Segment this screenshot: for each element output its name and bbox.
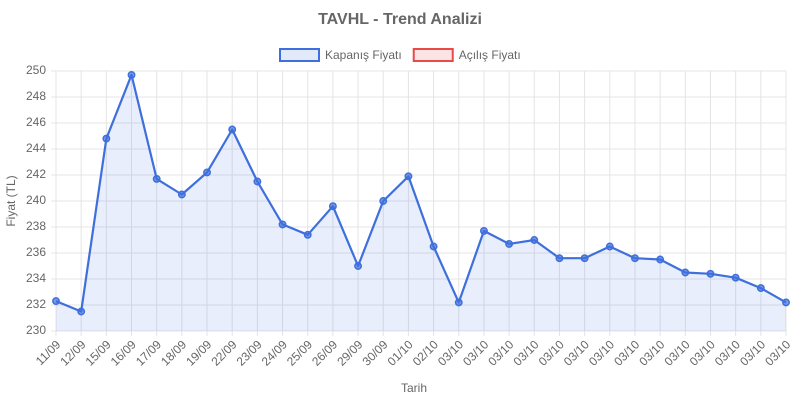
legend-label: Açılış Fiyatı (459, 48, 521, 62)
legend-swatch (279, 48, 320, 62)
point (328, 202, 337, 211)
x-tick-label: 12/09 (57, 337, 88, 368)
point (203, 168, 211, 177)
x-tick-label: 22/09 (208, 337, 239, 368)
legend-swatch (412, 48, 454, 62)
point (756, 284, 765, 293)
point (631, 254, 639, 263)
point (656, 255, 665, 264)
y-tick-label: 250 (26, 63, 46, 77)
point (580, 254, 589, 263)
area (56, 74, 786, 332)
x-tick-label: 18/09 (158, 337, 189, 368)
x-tick-label: 03/10 (561, 337, 592, 368)
point (429, 242, 438, 251)
point (379, 197, 388, 205)
y-tick-label: 240 (26, 193, 46, 207)
y-tick-label: 248 (26, 89, 46, 103)
y-tick-label: 232 (26, 297, 46, 311)
y-tick-label: 244 (26, 141, 46, 155)
x-tick-label: 03/10 (586, 337, 617, 368)
x-tick-label: 02/10 (410, 337, 441, 368)
point (605, 242, 614, 251)
x-tick-label: 15/09 (83, 337, 114, 368)
x-tick-label: 03/10 (687, 337, 718, 368)
chart-title: TAVHL - Trend Analizi (318, 11, 482, 28)
x-tick-label: 30/09 (359, 337, 390, 368)
x-tick-label: 01/10 (385, 337, 416, 368)
point (731, 273, 740, 282)
point (454, 298, 463, 307)
x-tick-label: 19/09 (183, 337, 214, 368)
x-tick-label: 03/10 (611, 337, 642, 368)
point (152, 174, 161, 183)
y-tick-label: 230 (26, 323, 46, 337)
x-tick-label: 17/09 (133, 337, 164, 368)
y-tick-label: 238 (26, 219, 46, 233)
x-tick-label: 03/10 (511, 337, 542, 368)
x-tick-label: 03/10 (636, 337, 667, 368)
point (706, 269, 715, 278)
point (228, 125, 237, 134)
x-tick-label: 26/09 (309, 337, 340, 368)
legend-label: Kapanış Fiyatı (325, 48, 402, 62)
point (782, 298, 790, 307)
x-tick-label: 03/10 (737, 337, 768, 368)
point (127, 70, 136, 79)
point (177, 190, 186, 199)
point (354, 262, 363, 270)
point (505, 239, 514, 248)
x-axis-label: Tarih (401, 381, 427, 395)
x-tick-label: 03/10 (485, 337, 516, 368)
point (278, 220, 287, 229)
point (404, 172, 413, 181)
point (479, 226, 488, 235)
point (681, 268, 690, 277)
point (530, 236, 539, 244)
x-tick-label: 29/09 (334, 337, 365, 368)
x-tick-label: 03/10 (536, 337, 567, 368)
x-tick-label: 03/10 (762, 337, 793, 368)
x-tick-label: 25/09 (284, 337, 315, 368)
x-tick-label: 24/09 (259, 337, 290, 368)
y-tick-label: 236 (26, 245, 46, 259)
point (77, 307, 86, 316)
line (55, 73, 787, 313)
x-tick-label: 23/09 (234, 337, 265, 368)
point (555, 254, 564, 263)
y-axis-label: Fiyat (TL) (4, 175, 18, 226)
x-tick-label: 03/10 (662, 337, 693, 368)
point (303, 230, 312, 239)
y-tick-label: 246 (26, 115, 46, 129)
x-tick-label: 16/09 (108, 337, 139, 368)
y-tick-label: 234 (26, 271, 46, 285)
x-tick-label: 11/09 (33, 337, 64, 368)
x-tick-label: 03/10 (712, 337, 743, 368)
x-tick-label: 03/10 (460, 337, 491, 368)
point (253, 177, 262, 186)
point (52, 297, 60, 306)
point (102, 134, 111, 143)
y-tick-label: 242 (26, 167, 46, 181)
x-tick-label: 03/10 (435, 337, 466, 368)
